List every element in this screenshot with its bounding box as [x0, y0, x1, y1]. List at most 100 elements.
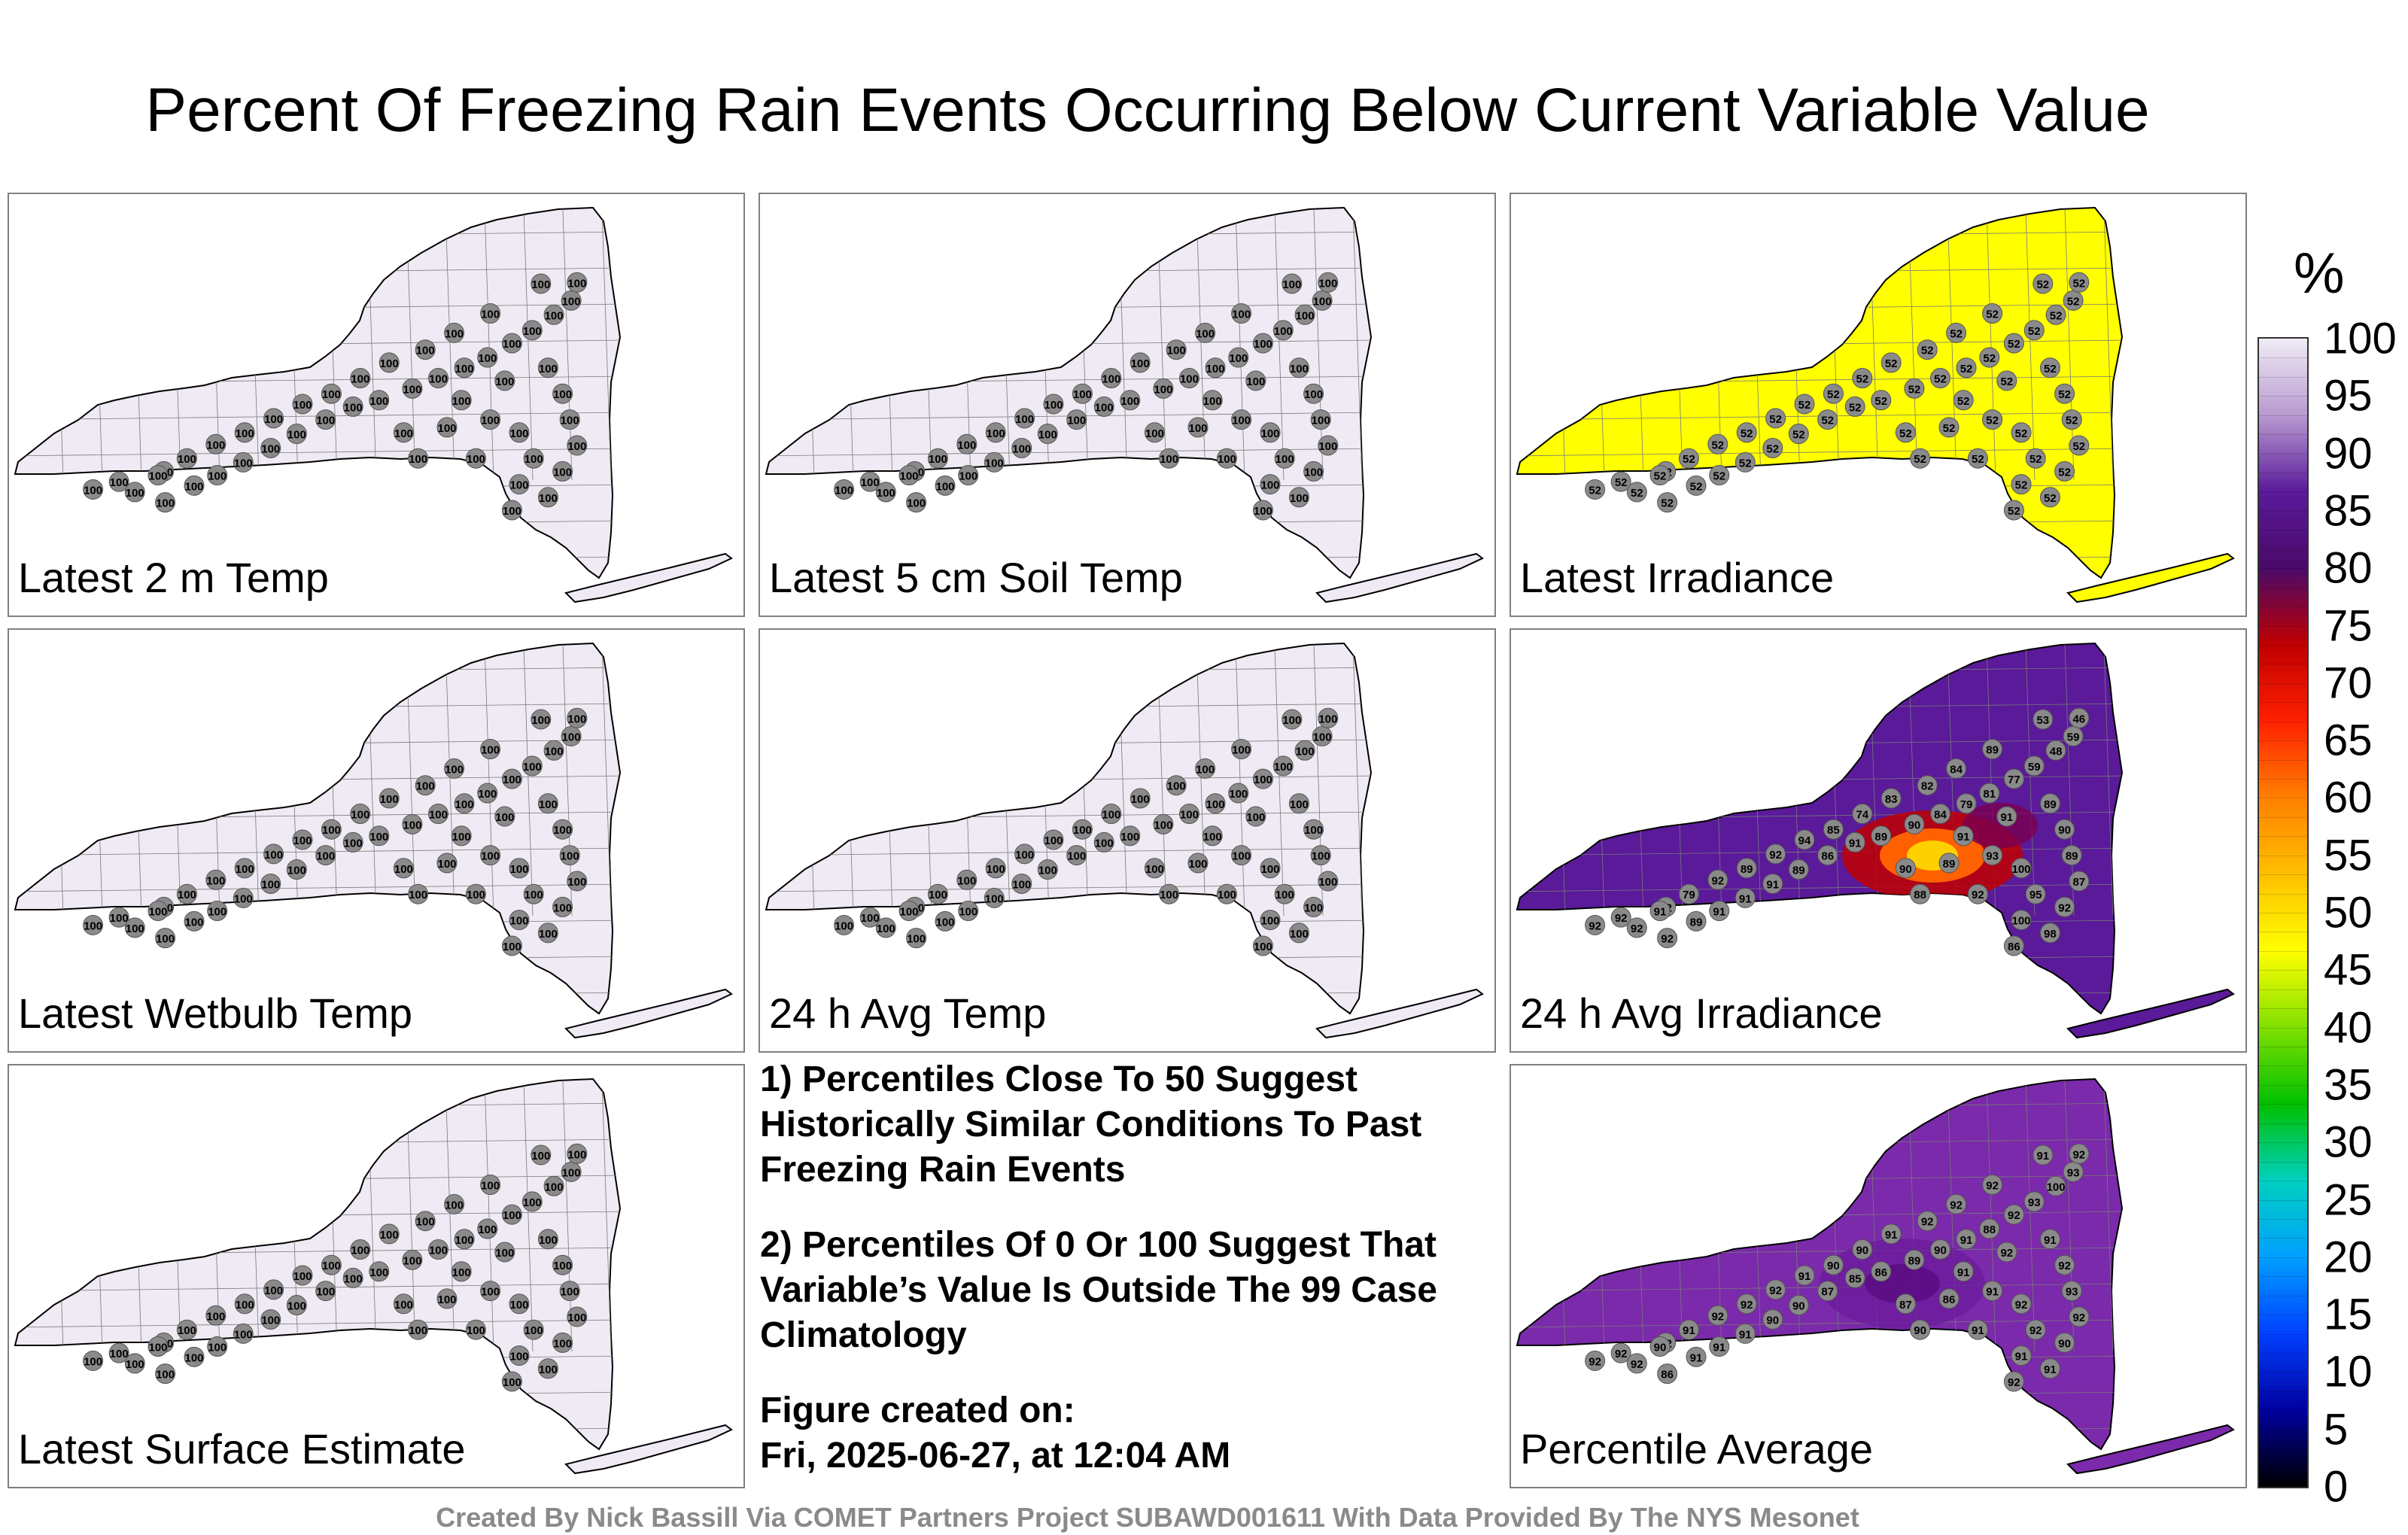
station-value: 52 [1769, 413, 1782, 426]
station-value: 77 [2008, 774, 2020, 786]
station-value: 95 [2029, 889, 2042, 901]
station-marker [559, 1281, 580, 1302]
station-value: 52 [2015, 479, 2028, 492]
station-marker [1967, 1319, 1988, 1340]
station-value: 52 [2058, 466, 2071, 479]
station-marker [2039, 793, 2060, 814]
station-value: 100 [562, 731, 581, 743]
station-value: 91 [1972, 1324, 1984, 1337]
station-value: 100 [380, 1229, 399, 1242]
colorbar-tick-label: 15 [2324, 1290, 2373, 1339]
map-panel-percentile-average: 9292929286919191909087858689909188929310… [1510, 1064, 2247, 1488]
station-value: 100 [455, 798, 474, 811]
station-value: 100 [178, 889, 196, 901]
station-marker [477, 1218, 498, 1239]
map-panel-24h-avg-temp: 100 100 100 100 100 100 100 100 100 100 100 100 100 1… [759, 628, 1496, 1053]
station-value: 100 [495, 1247, 514, 1260]
station-marker [465, 1319, 486, 1340]
station-value: 100 [1154, 383, 1172, 396]
station-value: 100 [539, 928, 558, 941]
colorbar-band-line [2259, 1142, 2307, 1144]
station-value: 52 [1885, 357, 1898, 370]
station-value: 100 [264, 849, 283, 862]
station-marker [436, 853, 458, 874]
station-value: 92 [1972, 889, 1984, 901]
colorbar-band-line [2259, 434, 2307, 436]
colorbar-band-line [2259, 1027, 2307, 1029]
station-value: 100 [126, 487, 144, 500]
station-marker [286, 424, 307, 445]
colorbar-tick-label: 35 [2324, 1060, 2373, 1110]
station-marker [1120, 390, 1141, 411]
station-marker [444, 1193, 465, 1214]
station-marker [1228, 347, 1249, 368]
station-marker [184, 1346, 205, 1367]
station-value: 92 [1769, 849, 1782, 862]
station-value: 100 [561, 850, 579, 863]
station-marker [1895, 422, 1916, 443]
station-marker [2069, 707, 2090, 728]
station-marker [1788, 424, 1809, 445]
colorbar-band-line [2259, 1008, 2307, 1010]
colorbar-band-line [2259, 1199, 2307, 1201]
station-marker [260, 1309, 281, 1330]
station-marker [1956, 1229, 1977, 1250]
colorbar-band-line [2259, 1065, 2307, 1067]
station-value: 100 [1290, 492, 1309, 505]
station-value: 100 [561, 415, 579, 427]
station-value: 100 [1304, 901, 1323, 914]
station-value: 92 [1589, 1355, 1601, 1368]
station-value: 100 [495, 375, 514, 388]
station-value: 100 [261, 1314, 280, 1327]
station-value: 90 [1934, 1245, 1947, 1257]
station-value: 100 [1038, 429, 1057, 442]
station-value: 100 [467, 453, 485, 466]
station-marker [1946, 322, 1967, 343]
station-marker [155, 1363, 176, 1385]
station-value: 91 [1986, 1286, 1999, 1299]
station-marker [1195, 758, 1216, 779]
station-value: 100 [545, 745, 564, 758]
ny-map: 1001001001001001001001001001001001001001… [14, 642, 733, 1039]
station-marker [2003, 500, 2024, 521]
panel-label: Latest 5 cm Soil Temp [769, 554, 1183, 601]
station-marker [480, 739, 501, 760]
station-marker [494, 1242, 515, 1263]
station-marker [1823, 819, 1844, 840]
station-marker [1585, 479, 1606, 500]
station-marker [567, 1143, 588, 1164]
station-value: 100 [208, 470, 227, 483]
station-value: 100 [1232, 744, 1251, 757]
station-marker [205, 433, 227, 454]
station-marker [1228, 783, 1249, 804]
station-marker [2011, 474, 2032, 495]
station-marker [1967, 448, 1988, 469]
colorbar-tick-label: 60 [2324, 773, 2373, 822]
station-marker [444, 322, 465, 343]
station-value: 100 [110, 912, 129, 925]
station-marker [567, 707, 588, 728]
station-marker [1274, 448, 1295, 469]
station-value: 92 [1986, 1180, 1999, 1193]
colorbar-tick-label: 80 [2324, 543, 2373, 593]
station-marker [537, 1358, 558, 1379]
station-value: 100 [351, 1245, 369, 1257]
station-value: 100 [478, 1223, 497, 1236]
station-value: 100 [985, 457, 1004, 470]
colorbar-band-line [2259, 1276, 2307, 1278]
station-marker [1657, 928, 1678, 949]
station-marker [543, 1175, 564, 1196]
station-value: 100 [987, 863, 1005, 876]
station-value: 91 [2044, 1234, 2057, 1247]
station-marker [480, 409, 501, 430]
station-value: 100 [509, 1351, 528, 1363]
station-value: 100 [509, 479, 528, 492]
station-marker [465, 883, 486, 904]
colorbar [2258, 337, 2309, 1488]
station-marker [509, 422, 530, 443]
station-value: 92 [1589, 919, 1601, 932]
colorbar-band-line [2259, 491, 2307, 493]
station-marker [2039, 1358, 2060, 1379]
station-value: 90 [1766, 1314, 1779, 1327]
colorbar-band-line [2259, 1161, 2307, 1163]
